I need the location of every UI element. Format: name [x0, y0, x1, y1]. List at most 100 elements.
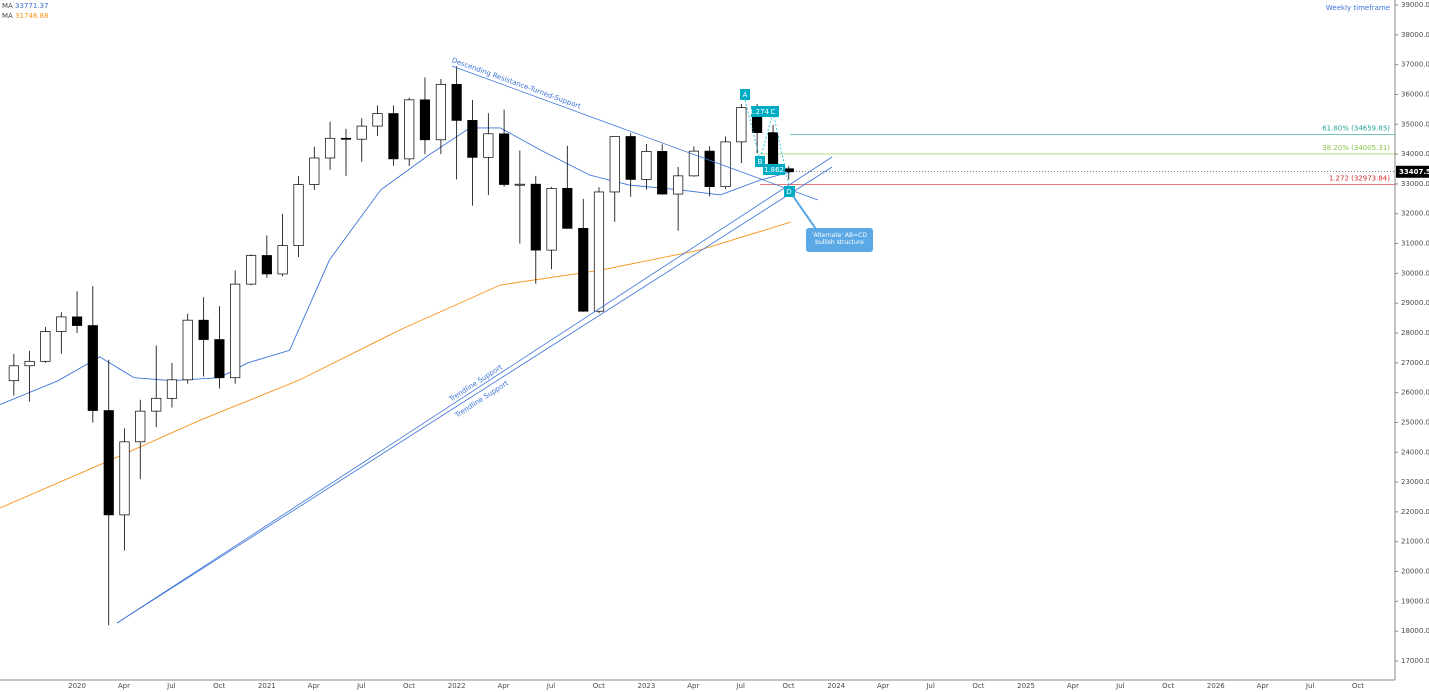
- candle-body: [404, 99, 415, 160]
- x-tick-label: 2022: [448, 682, 466, 690]
- y-tick-label: 34000.00: [1401, 150, 1429, 158]
- y-tick-label: 35000.00: [1401, 120, 1429, 128]
- candle-body: [309, 157, 320, 185]
- last-price-label: 33407.59: [1399, 168, 1429, 176]
- y-tick-label: 20000.00: [1401, 568, 1429, 576]
- point-box: [768, 106, 779, 117]
- legend-name: MA: [2, 12, 13, 20]
- x-tick-label: Jul: [736, 682, 746, 690]
- y-tick-label: 36000.00: [1401, 90, 1429, 98]
- x-tick-label: 2023: [638, 682, 656, 690]
- candle-body: [166, 379, 178, 399]
- x-tick-label: Apr: [308, 682, 320, 690]
- candle-body: [261, 255, 272, 275]
- x-tick-label: Apr: [497, 682, 509, 690]
- candle-body: [593, 191, 605, 312]
- descending-label: Descending Resistance-Turned-Support: [451, 56, 583, 110]
- trendline: [116, 166, 833, 624]
- y-tick-label: 29000.00: [1401, 299, 1429, 307]
- x-tick-label: Jul: [925, 682, 935, 690]
- x-tick-label: Jul: [1115, 682, 1125, 690]
- last-price-box: [1396, 165, 1429, 178]
- candle-body: [514, 183, 525, 186]
- fib-label: 38.20% (34005.31): [1322, 144, 1390, 152]
- candle-body: [87, 325, 98, 411]
- ratio-box: [751, 106, 768, 117]
- candle-body: [483, 133, 494, 158]
- candle-body: [293, 184, 304, 246]
- candle-body: [578, 227, 589, 312]
- x-tick-label: 2026: [1207, 682, 1225, 690]
- y-tick-label: 37000.00: [1401, 61, 1429, 69]
- y-tick-label: 23000.00: [1401, 478, 1429, 486]
- point-box: [784, 186, 795, 197]
- candle-body: [356, 125, 367, 140]
- x-tick-label: Apr: [118, 682, 130, 690]
- candle-body: [435, 83, 446, 141]
- candle-body: [214, 339, 225, 379]
- candle-body: [720, 141, 731, 187]
- candle-body: [499, 133, 510, 185]
- callout-text: 'Alternate' AB=CD bullish structure: [812, 232, 867, 246]
- candle-body: [151, 397, 162, 412]
- ratio-label: 1.862: [764, 166, 784, 174]
- y-tick-label: 32000.00: [1401, 210, 1429, 218]
- x-tick-label: Oct: [972, 682, 984, 690]
- fib-label: 61.80% (34659.85): [1322, 124, 1390, 132]
- point-label: D: [786, 188, 791, 196]
- x-tick-label: Apr: [1257, 682, 1269, 690]
- x-tick-label: Oct: [403, 682, 415, 690]
- x-tick-label: Jul: [356, 682, 366, 690]
- descending-line: [451, 65, 819, 201]
- y-tick-label: 22000.00: [1401, 508, 1429, 516]
- x-tick-label: Jul: [166, 682, 176, 690]
- x-tick-label: 2024: [827, 682, 845, 690]
- x-tick-label: Oct: [1352, 682, 1364, 690]
- y-tick-label: 30000.00: [1401, 269, 1429, 277]
- candle-body: [419, 99, 431, 141]
- trendline: [116, 156, 833, 624]
- x-tick-label: Jul: [546, 682, 556, 690]
- candle-body: [103, 410, 114, 516]
- candle-body: [182, 319, 193, 381]
- callout-box: [806, 228, 873, 252]
- candle-body: [40, 331, 51, 362]
- y-tick-label: 28000.00: [1401, 329, 1429, 337]
- point-box: [755, 156, 765, 167]
- legend-value: 31746.88: [15, 12, 48, 20]
- x-tick-label: 2025: [1017, 682, 1035, 690]
- x-tick-label: Oct: [783, 682, 795, 690]
- y-tick-label: 31000.00: [1401, 240, 1429, 248]
- candle-body: [673, 175, 684, 195]
- ratio-box: [763, 164, 785, 175]
- candle-body: [119, 441, 130, 516]
- point-label: C: [771, 108, 776, 116]
- candle-body: [71, 316, 83, 326]
- plot-layer: [0, 66, 1395, 626]
- ratio-label: 1.274: [749, 108, 770, 116]
- y-tick-label: 25000.00: [1401, 418, 1429, 426]
- candle-body: [246, 255, 257, 285]
- candle-body: [56, 316, 67, 332]
- callout-pointer: [792, 195, 819, 233]
- point-box: [740, 89, 750, 100]
- moving-average: [0, 127, 791, 406]
- moving-average: [0, 221, 791, 509]
- y-tick-label: 18000.00: [1401, 627, 1429, 635]
- y-tick-label: 26000.00: [1401, 389, 1429, 397]
- y-tick-label: 33000.00: [1401, 180, 1429, 188]
- point-label: B: [758, 158, 763, 166]
- candle-body: [641, 151, 652, 180]
- x-tick-label: Apr: [687, 682, 699, 690]
- y-tick-label: 27000.00: [1401, 359, 1429, 367]
- candle-body: [324, 137, 336, 159]
- point-label: A: [743, 91, 748, 99]
- candle-body: [467, 120, 478, 158]
- x-tick-label: Oct: [1162, 682, 1174, 690]
- y-tick-label: 38000.00: [1401, 31, 1429, 39]
- fib-label: 1.272 (32973.84): [1329, 175, 1390, 183]
- legend-name: MA: [2, 2, 13, 10]
- candle-body: [546, 188, 557, 251]
- y-tick-label: 19000.00: [1401, 597, 1429, 605]
